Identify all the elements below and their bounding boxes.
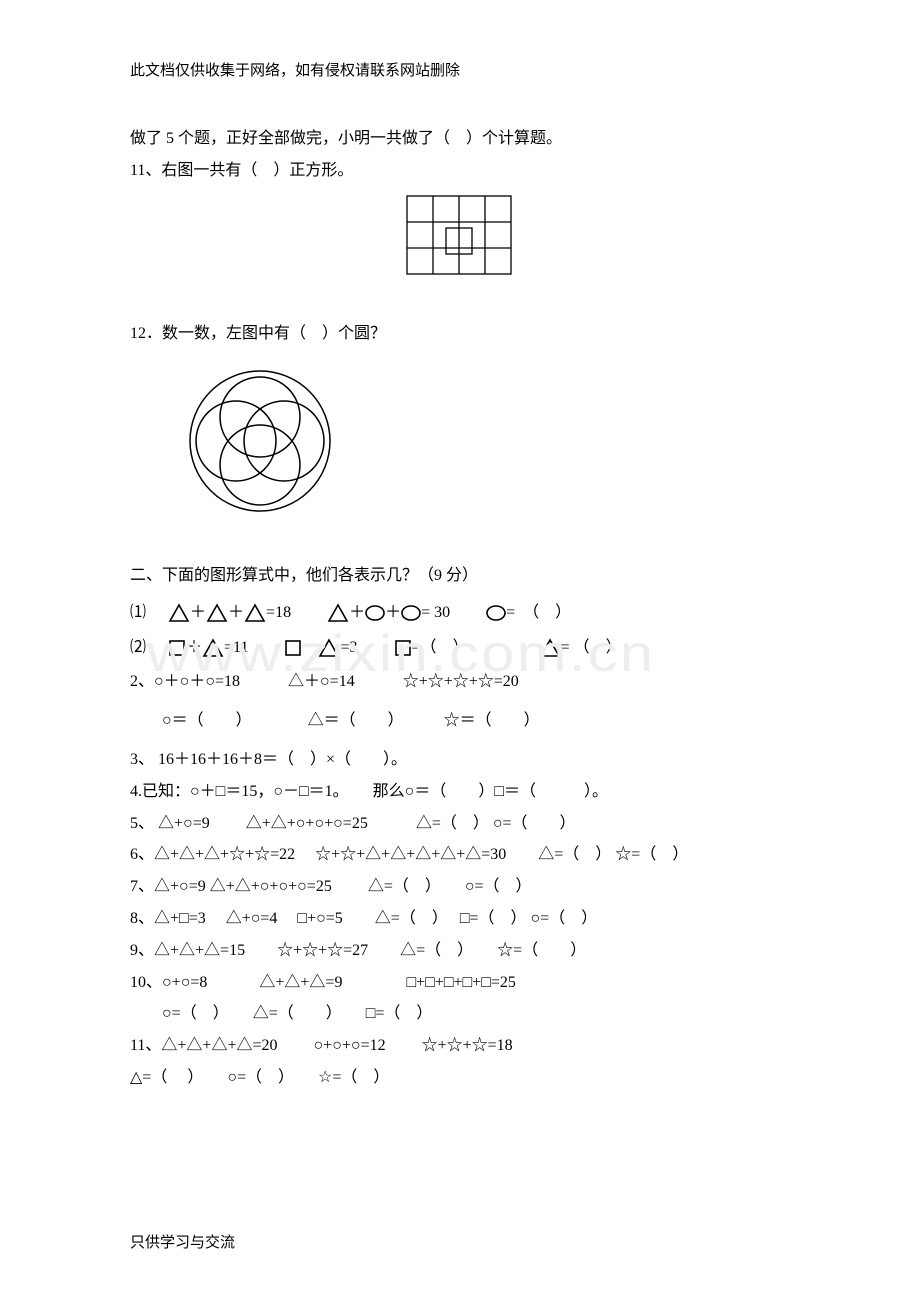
eq3: =3	[340, 634, 357, 663]
q5: 5、 △+○=9 △+△+○+○+○=25 △=（ ） ○=（ ）	[130, 810, 790, 839]
q10b: ○=（ ） △=（ ） □=（ ）	[130, 1000, 790, 1029]
eq-blank: = （ ）	[561, 634, 622, 663]
p1-prefix: ⑴	[130, 599, 146, 628]
q2b: ○＝（ ） △＝（ ） ☆＝（ ）	[130, 707, 790, 736]
eq-blank: = （ ）	[506, 599, 571, 628]
circle-icon	[486, 603, 506, 623]
circle-icon	[401, 603, 421, 623]
q8: 8、△+□=3 △+○=4 □+○=5 △=（ ） □=（ ） ○=（ ）	[130, 905, 790, 934]
p2-prefix: ⑵	[130, 634, 146, 663]
plus: ＋	[228, 599, 244, 628]
square-icon	[284, 639, 302, 657]
q11: 11、△+△+△+△=20 ○+○+○=12 ☆+☆+☆=18	[130, 1032, 790, 1061]
circle-icon	[365, 603, 385, 623]
eq-blank: =（ ）	[412, 634, 469, 663]
plus: ＋	[385, 599, 401, 628]
plus: ＋	[186, 634, 202, 663]
q6: 6、△+△+△+☆+☆=22 ☆+☆+△+△+△+△+△=30 △=（ ） ☆=…	[130, 841, 790, 870]
eq-row-1: ⑴ ＋ ＋ =18 ＋ ＋ = 30 = （ ）	[130, 599, 790, 628]
eq11: =11	[224, 634, 248, 663]
figure-circles	[180, 361, 790, 532]
q11b: △=（ ） ○=（ ） ☆=（ ）	[130, 1064, 790, 1093]
footer-note: 只供学习与交流	[130, 1230, 235, 1257]
document-content: 做了 5 个题，正好全部做完，小明一共做了（ ）个计算题。 11、右图一共有（ …	[130, 125, 790, 1093]
eq-row-2: ⑵ ＋ =11 － =3 =（ ） = （ ）	[130, 634, 790, 663]
triangle-icon	[327, 603, 349, 623]
plus: ＋	[190, 599, 206, 628]
square-icon	[394, 639, 412, 657]
triangle-icon	[168, 603, 190, 623]
triangle-icon	[539, 638, 561, 658]
q7: 7、△+○=9 △+△+○+○+○=25 △=（ ） ○=（ ）	[130, 873, 790, 902]
eq18: =18	[266, 599, 291, 628]
triangle-icon	[318, 638, 340, 658]
minus: －	[302, 634, 318, 663]
section2-heading: 二、下面的图形算式中，他们各表示几？（9 分）	[130, 562, 790, 591]
triangle-icon	[206, 603, 228, 623]
q9: 9、△+△+△=15 ☆+☆+☆=27 △=（ ） ☆=（ ）	[130, 937, 790, 966]
q3: 3、 16＋16＋16＋8＝（ ）×（ ）。	[130, 746, 790, 775]
plus: ＋	[349, 599, 365, 628]
line-12: 12．数一数，左图中有（ ）个圆？	[130, 320, 790, 349]
q4: 4.已知：○＋□＝15，○－□＝1。 那么○＝（ ）□＝（ ）。	[130, 778, 790, 807]
triangle-icon	[202, 638, 224, 658]
triangle-icon	[244, 603, 266, 623]
figure-grid-squares	[130, 194, 790, 293]
q10: 10、○+○=8 △+△+△=9 □+□+□+□+□=25	[130, 969, 790, 998]
eq30: = 30	[421, 599, 450, 628]
header-note: 此文档仅供收集于网络，如有侵权请联系网站删除	[130, 58, 790, 85]
square-icon	[168, 639, 186, 657]
q2: 2、○＋○＋○=18 △＋○=14 ☆+☆+☆+☆=20	[130, 668, 790, 697]
line-intro: 做了 5 个题，正好全部做完，小明一共做了（ ）个计算题。	[130, 125, 790, 154]
line-11: 11、右图一共有（ ）正方形。	[130, 157, 790, 186]
